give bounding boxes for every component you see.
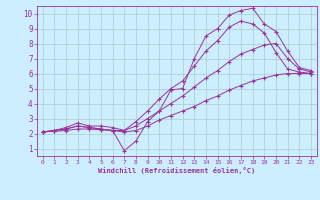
X-axis label: Windchill (Refroidissement éolien,°C): Windchill (Refroidissement éolien,°C)	[98, 167, 255, 174]
